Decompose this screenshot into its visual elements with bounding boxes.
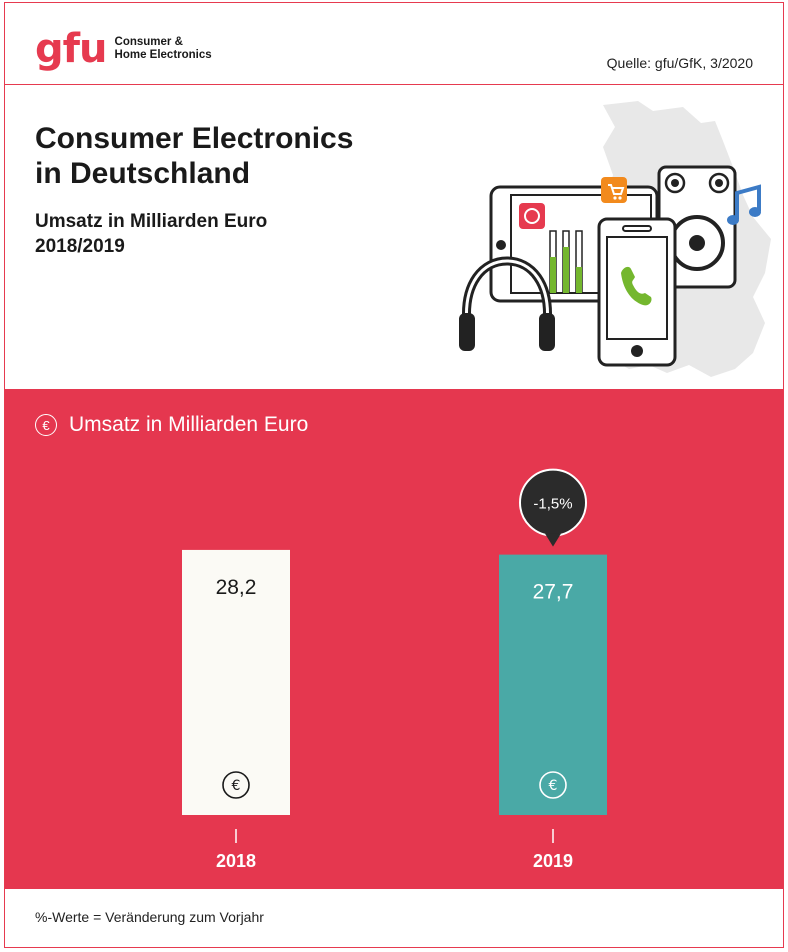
bar-euro-icon-2018 (222, 771, 250, 799)
page-title: Consumer Electronics in Deutschland (35, 121, 435, 191)
infographic-frame: gfu Consumer & Home Electronics Quelle: … (4, 2, 784, 948)
title-line-2: in Deutschland (35, 157, 251, 190)
value-label-2018: 28,2 (216, 576, 257, 599)
chart-panel: € Umsatz in Milliarden Euro 28,2 €2018 27,… (5, 389, 783, 889)
bar-euro-glyph-2019: € (549, 778, 558, 794)
bar-chart: 28,2 €2018 27,7 €2019 -1,5% (182, 468, 607, 871)
x-label-2018: 2018 (216, 851, 256, 871)
music-note-icon (727, 184, 761, 225)
gfu-logo: gfu Consumer & Home Electronics (35, 29, 212, 69)
bar-2018 (182, 549, 290, 815)
value-label-2019: 27,7 (533, 581, 574, 604)
x-label-2019: 2019 (533, 851, 573, 871)
smartphone-icon (597, 217, 677, 367)
change-callout-pointer (545, 533, 561, 547)
headphones-icon (459, 256, 555, 351)
title-line-1: Consumer Electronics (35, 122, 354, 155)
euro-icon: € (35, 414, 57, 436)
bar-euro-glyph-2018: € (232, 778, 241, 794)
electronics-illustration (459, 101, 771, 377)
logo-line-2: Home Electronics (114, 49, 212, 61)
footer-note: %-Werte = Veränderung zum Vorjahr (35, 909, 264, 925)
shopping-cart-icon (601, 177, 627, 203)
subtitle-line-1: Umsatz in Milliarden Euro (35, 211, 268, 232)
subtitle-line-2: 2018/2019 (35, 236, 125, 257)
logo-mark: gfu (35, 26, 108, 72)
page-subtitle: Umsatz in Milliarden Euro 2018/2019 (35, 209, 355, 259)
panel-heading: € Umsatz in Milliarden Euro (35, 413, 308, 437)
speaker-icon (657, 165, 737, 289)
header: gfu Consumer & Home Electronics Quelle: … (5, 3, 783, 85)
logo-line-1: Consumer & (114, 36, 183, 48)
change-label: -1,5% (533, 496, 572, 513)
panel-title: Umsatz in Milliarden Euro (69, 413, 309, 436)
logo-text: Consumer & Home Electronics (115, 36, 212, 62)
bar-euro-icon-2019 (539, 771, 567, 799)
title-block: Consumer Electronics in Deutschland Umsa… (35, 121, 435, 259)
source-label: Quelle: gfu/GfK, 3/2020 (606, 55, 753, 71)
